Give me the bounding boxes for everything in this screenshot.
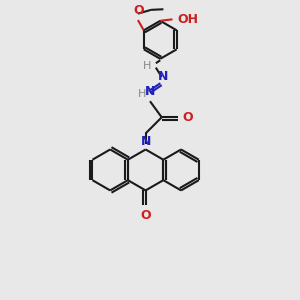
Text: N: N bbox=[145, 85, 155, 98]
Text: H: H bbox=[138, 89, 146, 99]
Text: N: N bbox=[158, 70, 168, 83]
Text: O: O bbox=[182, 111, 193, 124]
Text: OH: OH bbox=[178, 13, 199, 26]
Text: O: O bbox=[133, 4, 144, 16]
Text: H: H bbox=[143, 61, 151, 71]
Text: O: O bbox=[140, 209, 151, 222]
Text: N: N bbox=[140, 135, 151, 148]
